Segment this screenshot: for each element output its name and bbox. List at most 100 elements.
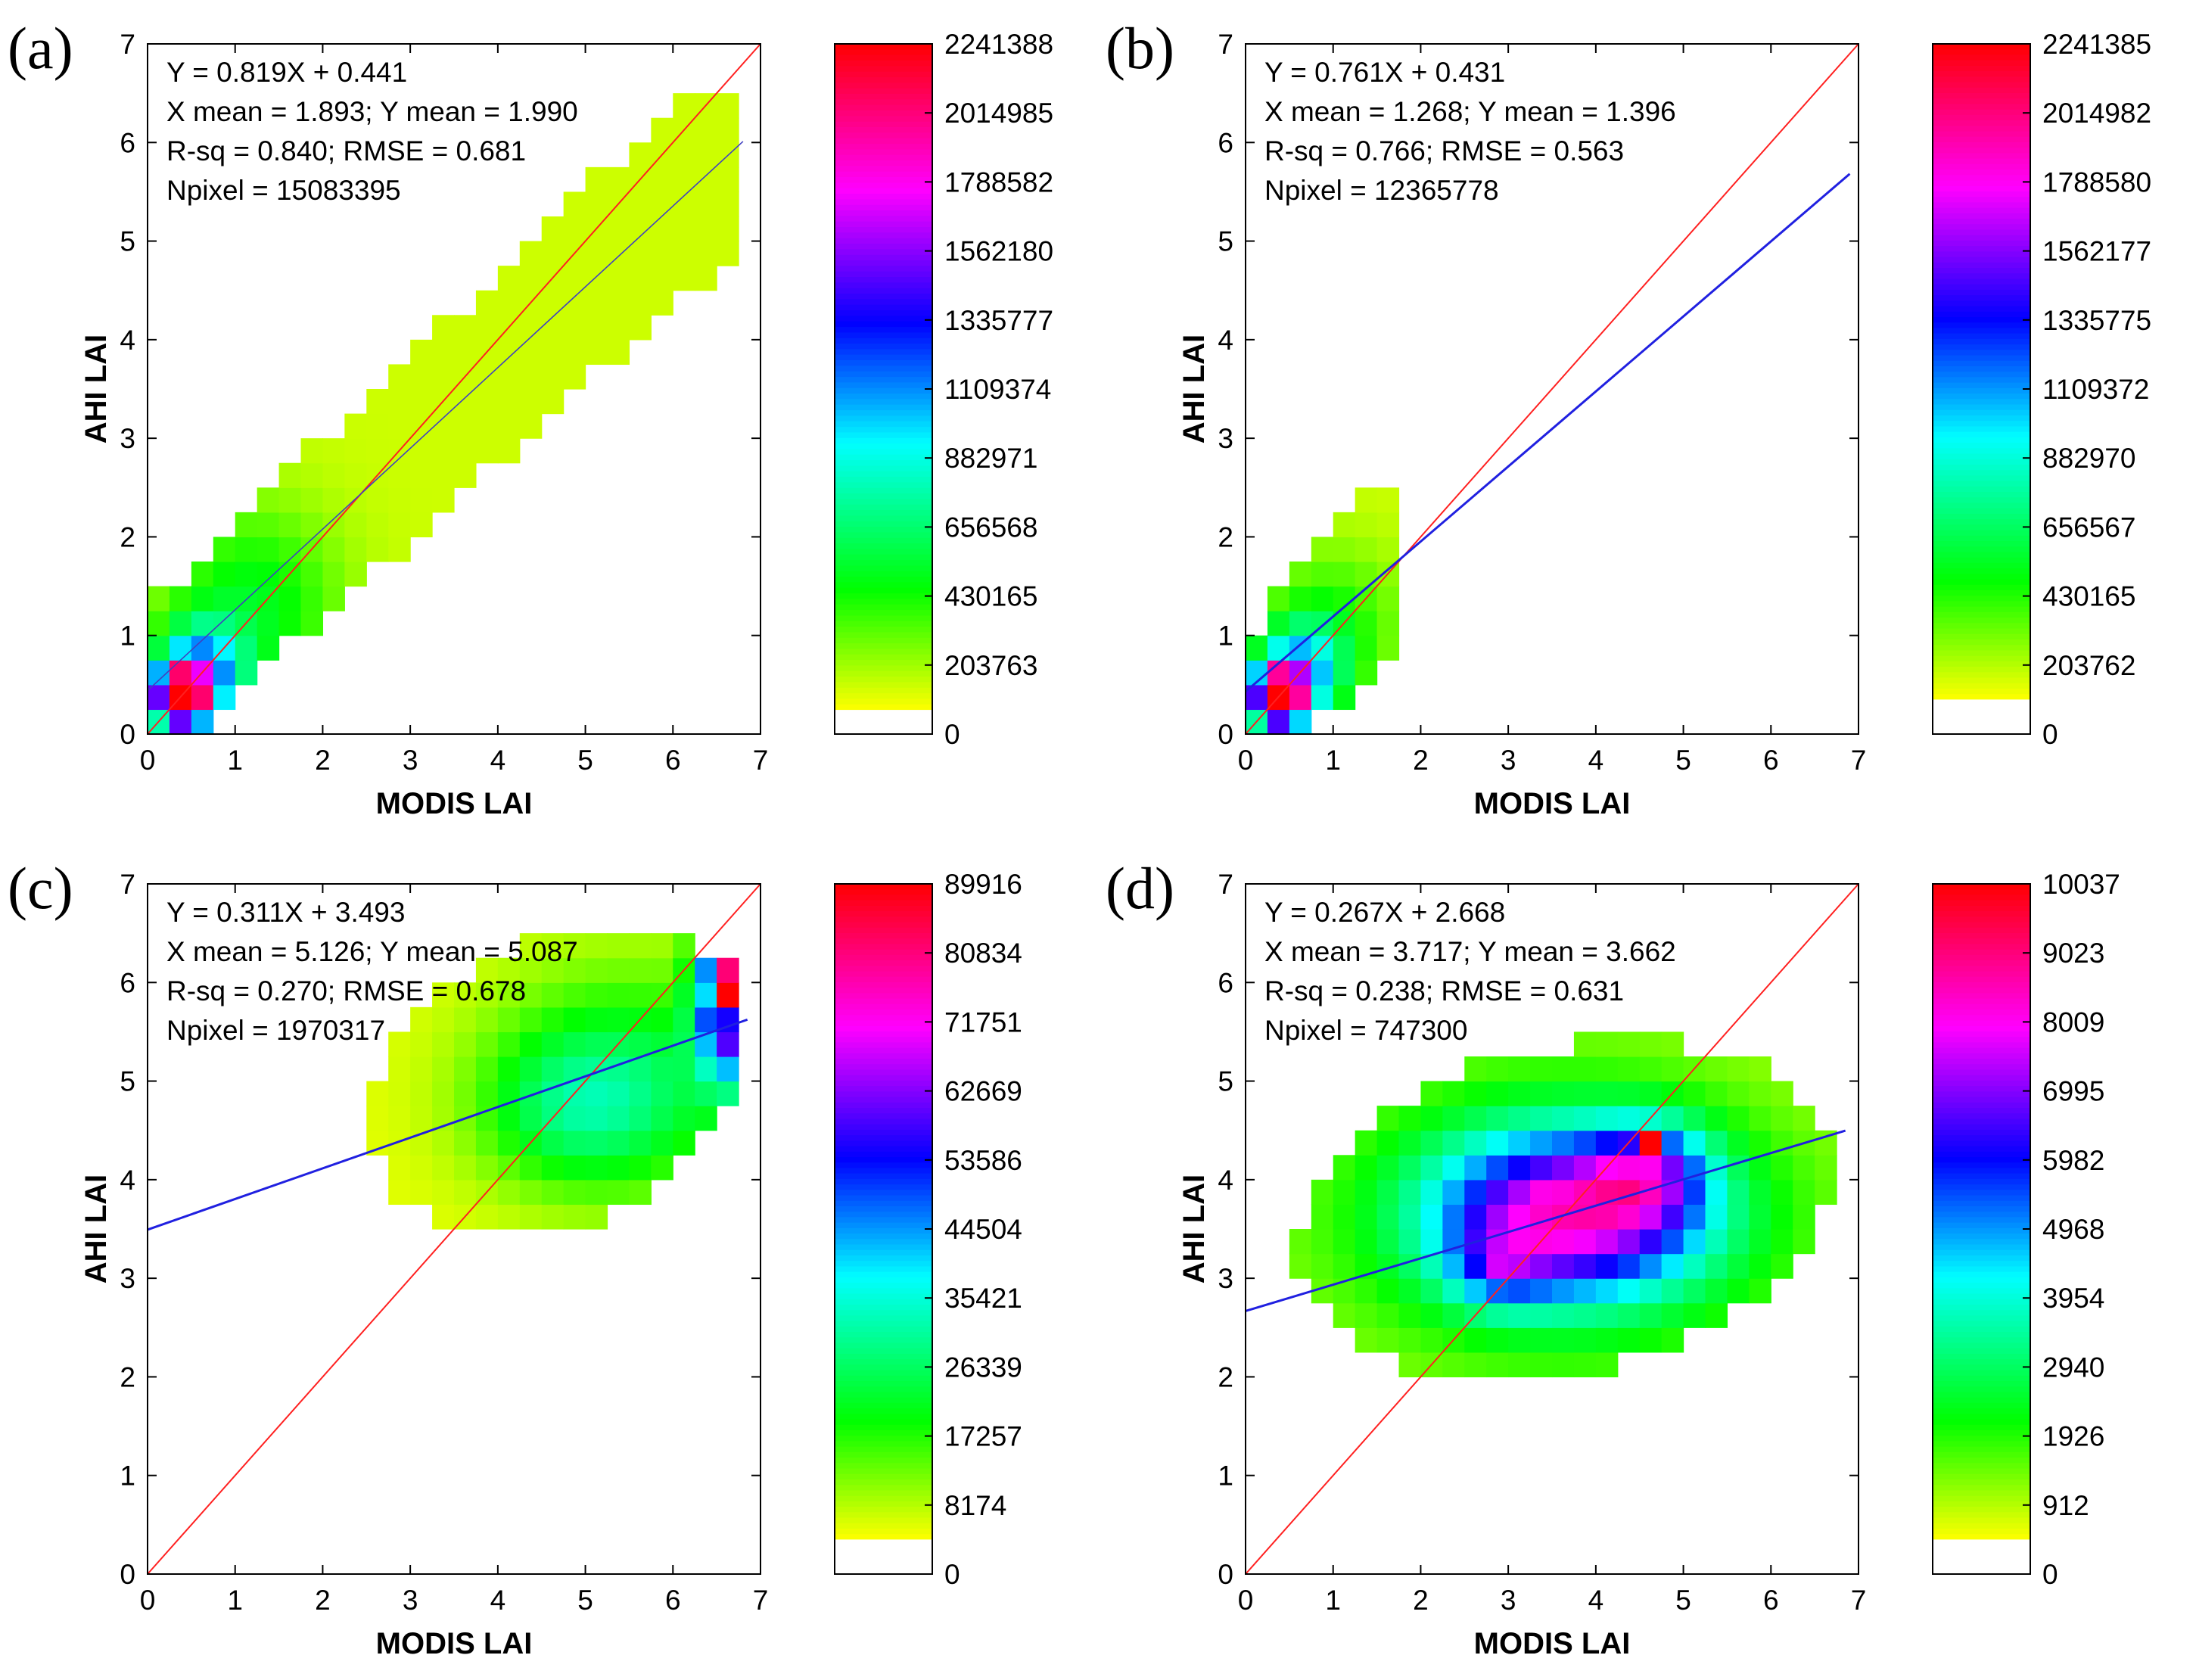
heatmap-cell xyxy=(1595,1204,1619,1230)
heatmap-cell xyxy=(497,266,521,291)
colorbar-segment xyxy=(835,221,932,228)
colorbar-segment xyxy=(835,1244,932,1251)
colorbar-segment xyxy=(1933,1234,2030,1240)
x-tick-label: 2 xyxy=(315,1585,331,1616)
colorbar-segment xyxy=(835,1288,932,1295)
colorbar-tick-label: 2014982 xyxy=(2042,98,2151,129)
colorbar-segment xyxy=(835,188,932,194)
stats-line: X mean = 1.893; Y mean = 1.990 xyxy=(166,96,578,127)
heatmap-cell xyxy=(1705,1179,1728,1206)
heatmap-cell xyxy=(344,413,367,439)
heatmap-cell xyxy=(629,315,652,341)
heatmap-cell xyxy=(388,364,411,390)
colorbar-segment xyxy=(835,922,932,929)
colorbar-segment xyxy=(1933,1255,2030,1262)
colorbar-segment xyxy=(835,1370,932,1377)
heatmap-cell xyxy=(1683,1253,1706,1279)
heatmap-cell xyxy=(1552,1302,1575,1328)
colorbar-tick-label: 53586 xyxy=(944,1145,1022,1176)
heatmap-cell xyxy=(1705,1253,1728,1279)
heatmap-cell xyxy=(1552,1155,1575,1181)
colorbar-segment xyxy=(1933,459,2030,465)
colorbar-segment xyxy=(1933,163,2030,170)
heatmap-cell xyxy=(607,1179,630,1206)
heatmap-cell xyxy=(695,1106,717,1131)
colorbar-segment xyxy=(1933,492,2030,499)
heatmap-cell xyxy=(322,462,345,488)
colorbar-zero-segment xyxy=(1933,1539,2030,1574)
heatmap-cell xyxy=(191,709,214,735)
heatmap-cell xyxy=(1420,1302,1443,1328)
colorbar-segment xyxy=(835,44,932,51)
x-tick-label: 0 xyxy=(1238,1585,1254,1616)
density-heatmap xyxy=(148,93,739,735)
heatmap-cell xyxy=(497,438,521,464)
colorbar-segment xyxy=(835,1086,932,1093)
heatmap-cell xyxy=(1530,1352,1553,1378)
colorbar-segment xyxy=(835,1184,932,1191)
colorbar-segment xyxy=(835,1097,932,1103)
heatmap-cell xyxy=(607,1155,630,1181)
heatmap-cell xyxy=(607,1081,630,1106)
heatmap-cell xyxy=(1376,487,1400,513)
heatmap-cell xyxy=(454,982,477,1008)
heatmap-cell xyxy=(1771,1106,1793,1131)
colorbar-segment xyxy=(1933,470,2030,477)
y-tick-label: 5 xyxy=(1218,1066,1233,1097)
panel-d: 0 1 2 3 4 5 6 7 0 1 2 3 4 5 6 7 MODIS LAI AHI LAI Y = 0.26… xyxy=(1098,840,2196,1680)
colorbar-segment xyxy=(1933,1523,2030,1529)
y-tick-label: 3 xyxy=(120,1263,135,1294)
heatmap-cell xyxy=(1355,1278,1378,1304)
heatmap-cell xyxy=(519,315,543,341)
x-tick-label: 4 xyxy=(1588,1585,1604,1616)
colorbar-segment xyxy=(835,954,932,961)
colorbar-segment xyxy=(1933,932,2030,939)
heatmap-cell xyxy=(585,1155,608,1181)
heatmap-cell xyxy=(629,957,652,983)
heatmap-cell xyxy=(563,315,586,341)
heatmap-cell xyxy=(1333,1229,1356,1255)
heatmap-cell xyxy=(1617,1179,1641,1206)
colorbar-segment xyxy=(1933,519,2030,526)
colorbar-tick-label: 0 xyxy=(2042,1559,2058,1590)
heatmap-cell xyxy=(497,1106,521,1131)
colorbar-segment xyxy=(1933,126,2030,132)
heatmap-cell xyxy=(388,413,411,439)
heatmap-cell xyxy=(1749,1179,1771,1206)
colorbar-segment xyxy=(1933,1332,2030,1339)
heatmap-cell xyxy=(432,462,455,488)
heatmap-cell xyxy=(410,1106,433,1131)
colorbar-tick-label: 1335777 xyxy=(944,305,1053,336)
panel-c: 0 1 2 3 4 5 6 7 0 1 2 3 4 5 6 7 MODIS LAI AHI LAI Y = 0.31… xyxy=(0,840,1098,1680)
heatmap-cell xyxy=(695,241,717,266)
heatmap-cell xyxy=(1815,1179,1837,1206)
heatmap-cell xyxy=(1661,1229,1684,1255)
heatmap-cell xyxy=(432,1204,455,1230)
heatmap-cell xyxy=(563,1179,586,1206)
x-tick-label: 2 xyxy=(1413,745,1429,776)
colorbar-segment xyxy=(1933,273,2030,280)
colorbar-segment xyxy=(1933,1190,2030,1196)
colorbar-segment xyxy=(1933,240,2030,247)
heatmap-cell xyxy=(1552,1081,1575,1106)
colorbar-tick-label: 8009 xyxy=(2042,1006,2104,1038)
heatmap-cell xyxy=(1311,562,1334,587)
colorbar-segment xyxy=(1933,905,2030,912)
colorbar-tick-label: 882971 xyxy=(944,443,1037,474)
colorbar-segment xyxy=(1933,960,2030,967)
one-to-one-line xyxy=(147,43,761,735)
heatmap-cell xyxy=(1398,1130,1422,1156)
colorbar-segment xyxy=(835,1102,932,1109)
heatmap-cell xyxy=(475,1204,499,1230)
heatmap-cell xyxy=(651,266,673,291)
colorbar-tick-label: 0 xyxy=(2042,719,2058,750)
heatmap-cell xyxy=(1376,1302,1400,1328)
colorbar-segment xyxy=(1933,601,2030,608)
heatmap-cell xyxy=(388,462,411,488)
heatmap-cell xyxy=(432,364,455,390)
colorbar-segment xyxy=(1933,1239,2030,1246)
heatmap-cell xyxy=(1333,1179,1356,1206)
colorbar-segment xyxy=(835,132,932,139)
colorbar-segment xyxy=(835,1212,932,1218)
colorbar-segment xyxy=(835,210,932,217)
